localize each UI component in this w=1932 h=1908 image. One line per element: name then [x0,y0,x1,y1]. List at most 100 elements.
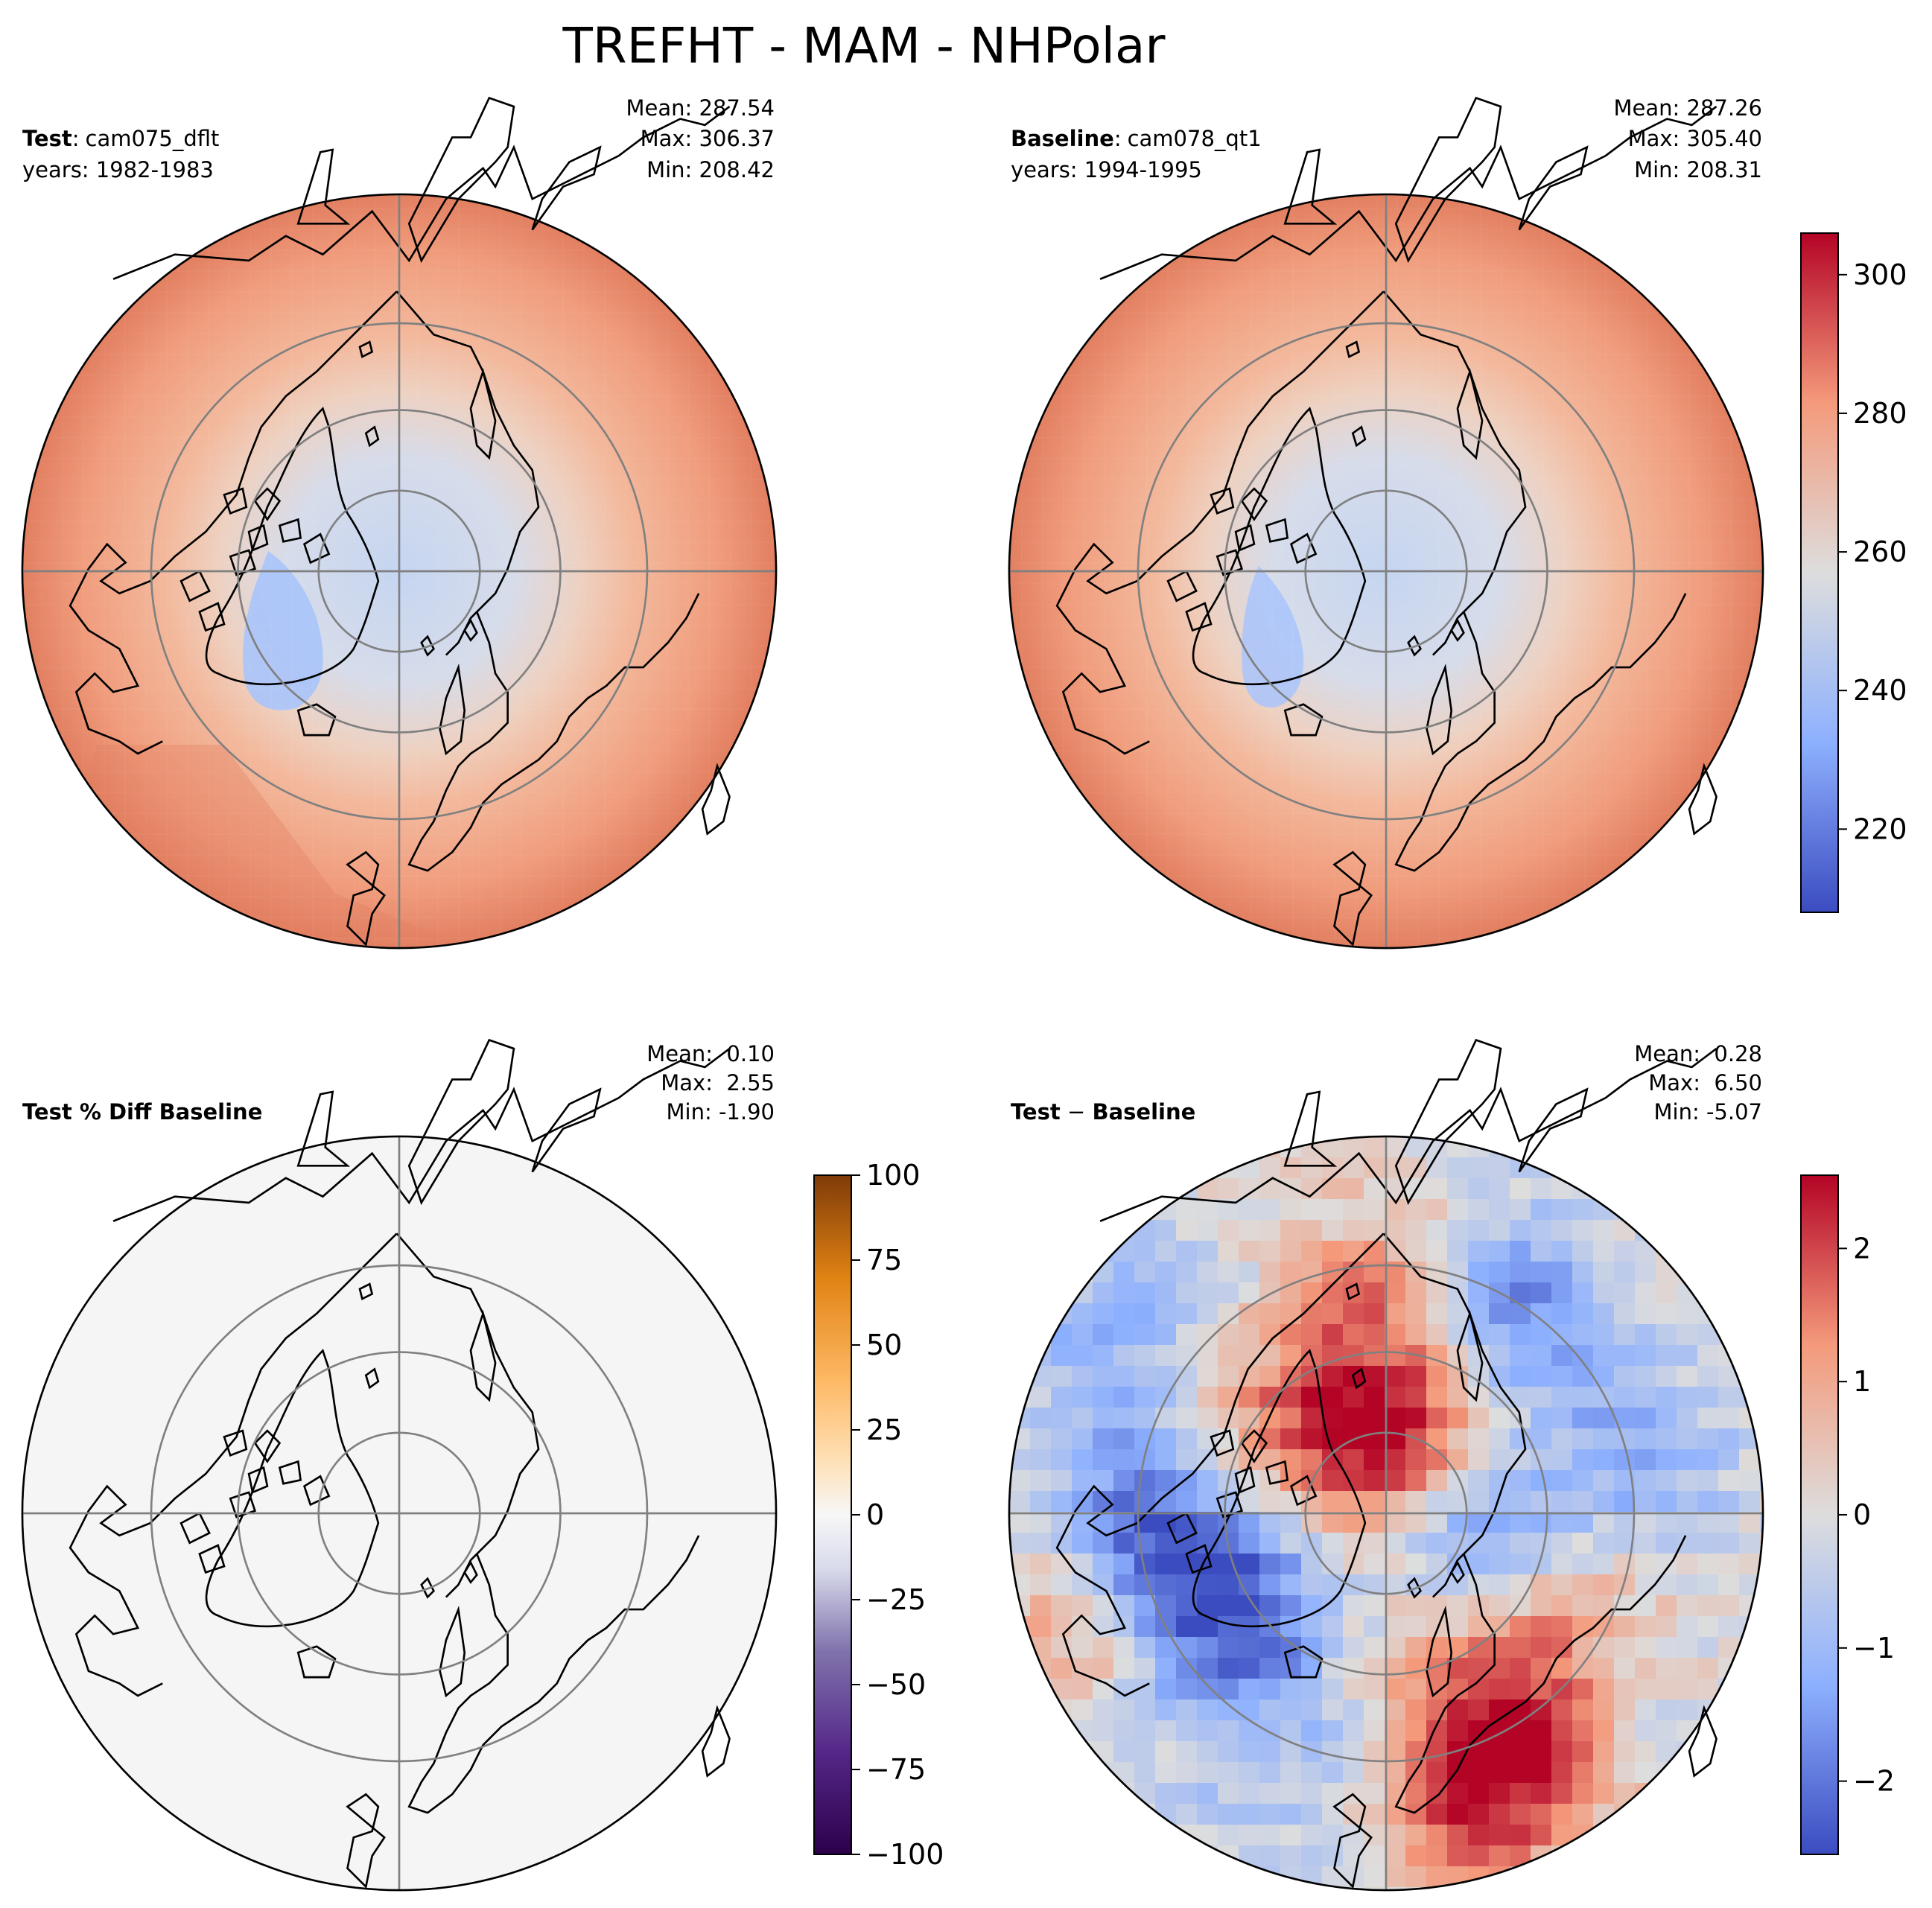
panel-diff-cell [1155,1679,1177,1700]
panel-diff-cell [1155,1554,1177,1575]
panel-diff-cell [1239,1804,1260,1825]
panel-diff-cell [1218,1574,1239,1596]
panel-diff-cell [1155,1408,1177,1429]
panel-diff-cell [1322,1804,1344,1825]
panel-diff-cell [1239,1512,1260,1533]
panel-diff-cell [1551,1804,1573,1825]
panel-diff-cell [1093,1658,1114,1679]
panel-diff-cell [1176,1220,1198,1241]
panel-diff-cell [1385,1449,1406,1471]
panel-diff-cell [1134,1783,1156,1804]
panel-diff-cell [1030,1428,1052,1450]
panel-diff-cell [1426,1616,1448,1638]
panel-diff-cell [1176,1616,1198,1638]
panel-diff-cell [1280,1554,1302,1575]
panel-diff-cell [1405,1616,1427,1638]
panel-diff-cell [1322,1491,1344,1513]
panel-diff-cell [1113,1658,1135,1679]
panel-diff-cell [1385,1491,1406,1513]
panel-diff-cell [1155,1303,1177,1325]
figure-title: TREFHT - MAM - NHPolar [562,17,1166,74]
panel-diff-cell [1677,1554,1698,1575]
panel-diff-cell [1593,1491,1615,1513]
panel-diff-cell [1093,1512,1114,1533]
panel-diff-cell [1197,1637,1218,1659]
panel-diff-cell [1656,1449,1677,1471]
panel-diff-cell [1531,1366,1552,1387]
panel-diff-cell [1635,1262,1656,1283]
panel-diff-cell [1718,1554,1740,1575]
panel-diff-cell [1593,1783,1615,1804]
panel-diff-cell [1447,1595,1469,1617]
panel-diff-cell [1447,1262,1469,1283]
panel-diff-cell [1656,1282,1677,1304]
panel-diff-cell [1656,1720,1677,1742]
panel-diff-cell [1531,1804,1552,1825]
panel-diff-cell [1426,1366,1448,1387]
panel-diff-cell [1301,1720,1323,1742]
panel-diff-cell [1093,1762,1114,1784]
panel-diff-cell [1364,1324,1385,1346]
panel-diff-cell [1572,1741,1594,1763]
panel-diff-cell [1489,1741,1510,1763]
panel-diff-cell [1447,1470,1469,1492]
panel-test-case: cam075_dflt [86,126,220,151]
panel-diff-cell [1531,1783,1552,1804]
panel-test-max: Max: 306.37 [641,126,775,151]
panel-diff-cell [1614,1679,1636,1700]
panel-diff-cell [1593,1345,1615,1367]
panel-diff-cell [1405,1366,1427,1387]
panel-diff-cell [1635,1554,1656,1575]
panel-diff-cell [1113,1408,1135,1429]
panel-diff-cell [1197,1220,1218,1241]
panel-diff-cell [1364,1387,1385,1408]
panel-diff-cell [1301,1574,1323,1596]
panel-diff-cell [1718,1428,1740,1450]
panel-diff-cell [1113,1428,1135,1450]
panel-diff-cell [1551,1366,1573,1387]
panel-diff-cell [1468,1616,1490,1638]
panel-diff-cell [1197,1741,1218,1763]
panel-diff-cell [1051,1658,1073,1679]
panel-diff-cell [1280,1199,1302,1221]
panel-diff-cell [1531,1220,1552,1241]
panel-diff-cell [1072,1720,1093,1742]
panel-diff-cell [1280,1262,1302,1283]
panel-diff-cell [1009,1491,1031,1513]
colorbar-pct-diff-tick-label: 50 [866,1329,902,1361]
panel-pct-diff: Test % Diff Baseline Mean: 0.10 Max: 2.5… [21,1039,778,1892]
panel-diff-cell [1155,1741,1177,1763]
panel-diff-cell [1531,1720,1552,1742]
panel-diff-cell [1385,1866,1406,1888]
panel-diff-cell [1635,1220,1656,1241]
panel-diff-cell [1551,1783,1573,1804]
panel-diff-cell [1072,1595,1093,1617]
panel-diff-cell [1364,1762,1385,1784]
panel-diff-cell [1259,1387,1281,1408]
panel-diff-cell [1405,1845,1427,1867]
panel-diff-cell [1343,1783,1364,1804]
panel-diff-cell [1239,1554,1260,1575]
panel-diff-cell [1259,1512,1281,1533]
colorbar-diff-tick-label: 0 [1853,1498,1871,1531]
colorbar-pct-diff-tick-label: 100 [866,1159,921,1192]
panel-baseline-max: Max: 305.40 [1628,126,1762,151]
panel-diff-cell [1572,1720,1594,1742]
panel-diff-cell [1593,1449,1615,1471]
panel-diff-cell [1364,1699,1385,1721]
panel-diff-cell [1718,1574,1740,1596]
panel-diff-cell [1072,1574,1093,1596]
panel-diff-cell [1551,1262,1573,1283]
panel-diff-cell [1259,1741,1281,1763]
panel-diff-cell [1259,1554,1281,1575]
colorbar-pct-diff-tick-label: 0 [866,1498,884,1531]
panel-diff-cell [1677,1616,1698,1638]
panel-diff-cell [1426,1825,1448,1846]
panel-diff-label: Test − Baseline [1011,1099,1195,1125]
colorbar-pct-diff: −100 −75 −50 −25 0 25 50 75 100 [813,1159,944,1871]
panel-diff-cell [1176,1720,1198,1742]
panel-diff-cell [1677,1262,1698,1283]
panel-diff-cell [1656,1408,1677,1429]
panel-diff-cell [1385,1554,1406,1575]
panel-diff-cell [1593,1679,1615,1700]
